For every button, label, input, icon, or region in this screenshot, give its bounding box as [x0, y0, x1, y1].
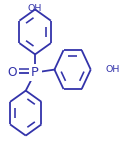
Text: OH: OH — [105, 65, 120, 74]
Text: P: P — [31, 66, 39, 79]
Text: O: O — [7, 66, 16, 79]
Text: OH: OH — [28, 4, 42, 13]
